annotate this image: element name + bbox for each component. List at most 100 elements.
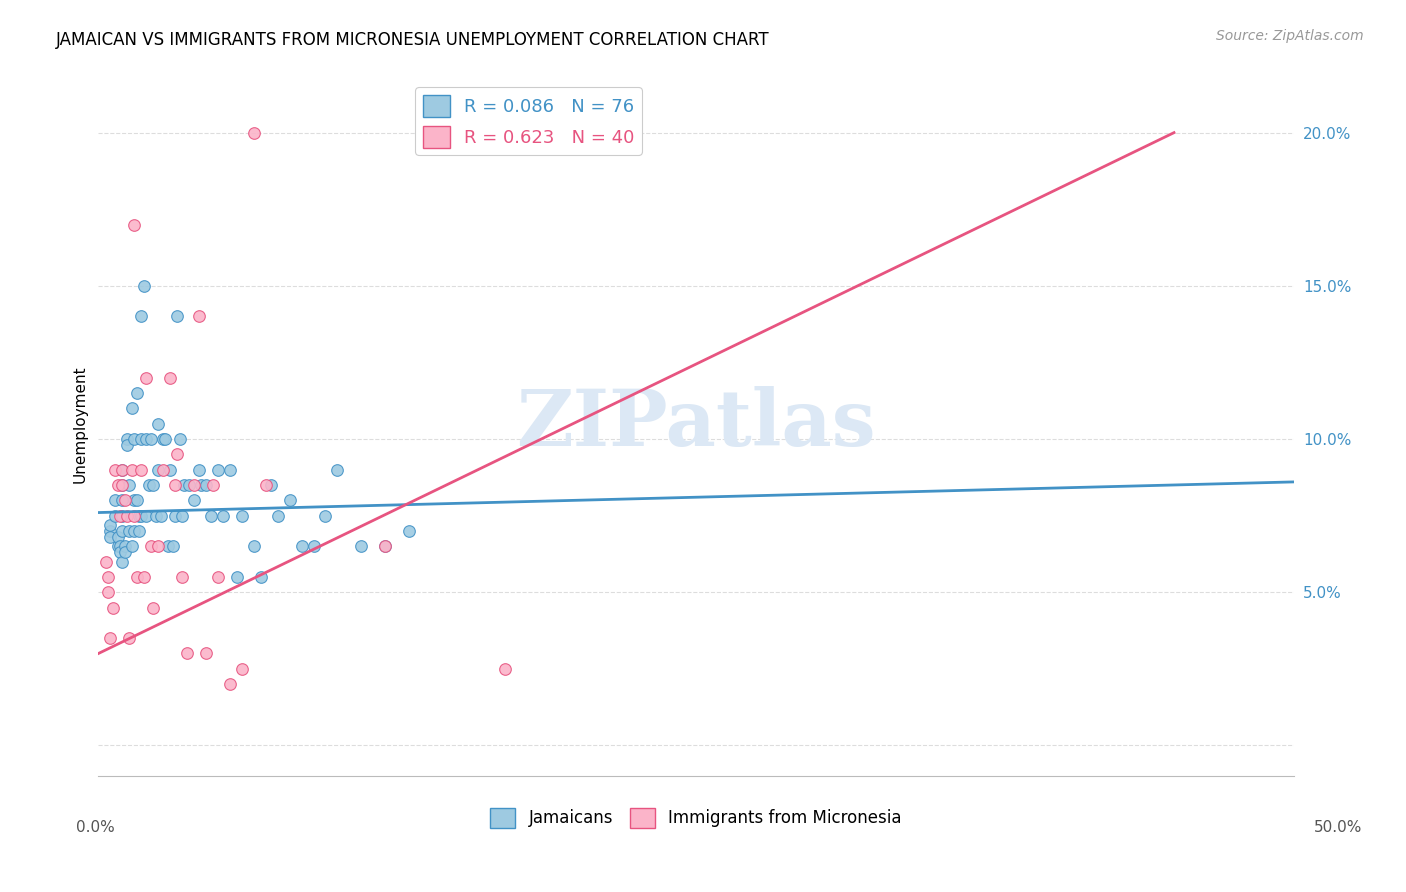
Point [152,463,174,477]
Point [398,524,420,538]
Point [104,463,127,477]
Point [207,570,229,584]
Point [148,539,170,553]
Point [207,463,229,477]
Point [183,493,205,508]
Point [172,570,194,584]
Point [98,524,122,538]
Point [159,463,181,477]
Point [108,539,131,553]
Point [118,631,141,645]
Point [101,600,124,615]
Point [104,508,127,523]
Point [104,493,127,508]
Point [111,524,134,538]
Point [118,524,141,538]
Text: 50.0%: 50.0% [1315,821,1362,835]
Point [97,570,120,584]
Point [124,493,146,508]
Text: JAMAICAN VS IMMIGRANTS FROM MICRONESIA UNEMPLOYMENT CORRELATION CHART: JAMAICAN VS IMMIGRANTS FROM MICRONESIA U… [56,31,770,49]
Point [166,310,188,324]
Point [231,662,253,676]
Point [172,508,194,523]
Text: 0.0%: 0.0% [76,821,115,835]
Point [115,432,138,446]
Point [195,647,218,661]
Point [250,570,273,584]
Point [156,539,179,553]
Point [111,555,134,569]
Point [195,478,218,492]
Point [145,508,167,523]
Point [107,478,129,492]
Point [159,370,181,384]
Point [115,508,138,523]
Point [219,463,242,477]
Point [121,539,143,553]
Point [231,508,253,523]
Point [149,508,172,523]
Point [152,432,174,446]
Point [131,432,153,446]
Point [179,478,201,492]
Point [142,478,165,492]
Point [114,539,136,553]
Point [166,447,188,461]
Point [128,524,150,538]
Point [267,508,290,523]
Point [124,218,146,232]
Point [302,539,325,553]
Point [135,508,157,523]
Point [124,524,146,538]
Point [139,539,162,553]
Point [107,530,129,544]
Point [108,545,131,559]
Point [190,478,212,492]
Point [278,493,301,508]
Point [138,478,160,492]
Text: ZIPatlas: ZIPatlas [516,385,876,462]
Point [114,493,136,508]
Point [98,631,122,645]
Point [173,478,195,492]
Point [291,539,314,553]
Legend: Jamaicans, Immigrants from Micronesia: Jamaicans, Immigrants from Micronesia [484,801,908,835]
Point [131,463,153,477]
Point [200,508,222,523]
Point [183,478,205,492]
Point [350,539,373,553]
Point [121,401,143,416]
Point [139,432,162,446]
Text: Source: ZipAtlas.com: Source: ZipAtlas.com [1216,29,1364,43]
Point [114,545,136,559]
Point [111,493,134,508]
Point [162,539,184,553]
Point [169,432,191,446]
Point [98,530,122,544]
Point [111,478,134,492]
Point [142,600,165,615]
Point [111,463,134,477]
Point [326,463,349,477]
Point [187,463,209,477]
Point [115,438,138,452]
Point [111,463,134,477]
Point [226,570,249,584]
Point [131,310,153,324]
Point [494,662,516,676]
Point [315,508,337,523]
Point [219,677,242,691]
Point [98,517,122,532]
Point [374,539,396,553]
Y-axis label: Unemployment: Unemployment [72,365,87,483]
Point [121,463,143,477]
Point [111,478,134,492]
Point [187,310,209,324]
Point [125,493,148,508]
Point [132,278,155,293]
Point [176,647,198,661]
Point [111,508,134,523]
Point [108,508,131,523]
Point [94,555,117,569]
Point [202,478,225,492]
